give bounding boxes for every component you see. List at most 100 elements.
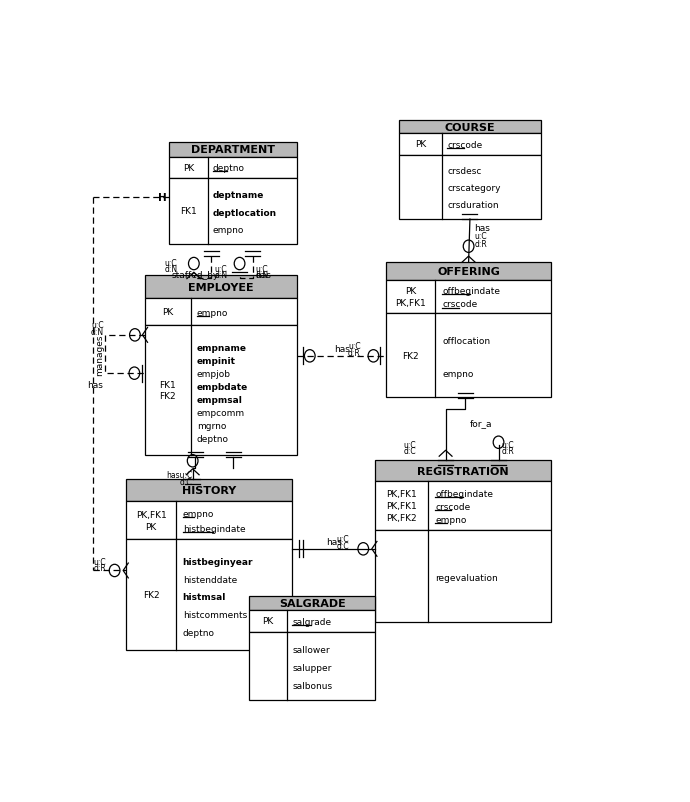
Text: PK: PK <box>415 140 426 149</box>
Text: d:R: d:R <box>501 447 514 456</box>
Text: crscode: crscode <box>435 503 471 512</box>
Text: crscategory: crscategory <box>447 184 501 193</box>
Text: salgrade: salgrade <box>292 617 331 626</box>
Text: mgrno: mgrno <box>197 421 226 430</box>
Text: PK,FK1
PK: PK,FK1 PK <box>136 510 166 531</box>
Text: empcomm: empcomm <box>197 408 245 417</box>
Text: DEPARTMENT: DEPARTMENT <box>191 145 275 155</box>
Text: staffed_by: staffed_by <box>171 271 219 280</box>
Bar <box>386 314 551 398</box>
Text: PK: PK <box>162 308 174 317</box>
Bar <box>249 597 375 610</box>
Text: crscode: crscode <box>442 300 477 309</box>
Text: u:C: u:C <box>214 265 227 273</box>
Bar <box>375 482 551 530</box>
Text: crsduration: crsduration <box>447 201 499 210</box>
Text: d:N: d:N <box>255 271 268 280</box>
Bar <box>169 157 297 179</box>
Text: has: has <box>255 271 271 280</box>
Text: d:C: d:C <box>404 447 416 456</box>
Text: deptname: deptname <box>213 191 264 200</box>
Text: EMPLOYEE: EMPLOYEE <box>188 282 254 292</box>
Bar <box>249 632 375 699</box>
Text: COURSE: COURSE <box>444 123 495 132</box>
Text: empno: empno <box>183 509 214 518</box>
Text: d:C: d:C <box>337 541 349 550</box>
Text: deptno: deptno <box>183 628 215 637</box>
Text: empmsal: empmsal <box>197 395 243 404</box>
Bar <box>375 530 551 622</box>
Text: empjob: empjob <box>197 369 231 378</box>
Text: d:N: d:N <box>91 327 104 336</box>
Text: salupper: salupper <box>292 662 331 672</box>
Text: manages: manages <box>95 334 104 375</box>
Text: sallower: sallower <box>292 645 330 654</box>
Bar <box>386 263 551 281</box>
Text: PK: PK <box>263 617 274 626</box>
Text: u:C: u:C <box>474 232 487 241</box>
Bar <box>145 326 297 456</box>
Text: d:N: d:N <box>164 265 177 273</box>
Text: FK1: FK1 <box>180 207 197 217</box>
Text: has: has <box>474 223 490 233</box>
Text: SALGRADE: SALGRADE <box>279 598 346 608</box>
Text: FK2: FK2 <box>402 351 419 360</box>
Bar <box>399 121 541 134</box>
Text: histenddate: histenddate <box>183 575 237 584</box>
Text: offbegindate: offbegindate <box>435 489 493 499</box>
Text: d:R: d:R <box>348 348 361 357</box>
Text: empbdate: empbdate <box>197 382 248 391</box>
Bar <box>169 143 297 157</box>
Text: has: has <box>88 380 103 389</box>
Bar <box>126 501 292 540</box>
Text: u:C: u:C <box>164 258 177 268</box>
Text: hasu:C: hasu:C <box>166 470 193 480</box>
Text: u:C: u:C <box>255 265 268 273</box>
Bar <box>126 479 292 501</box>
Text: H: H <box>158 192 166 202</box>
Bar <box>386 281 551 314</box>
Text: has: has <box>326 537 342 546</box>
Text: has: has <box>334 345 350 354</box>
Text: empno: empno <box>213 226 244 235</box>
Text: empno: empno <box>435 516 466 525</box>
Text: OFFERING: OFFERING <box>437 267 500 277</box>
Bar <box>126 540 292 650</box>
Text: for_a: for_a <box>470 419 492 428</box>
Text: offlocation: offlocation <box>442 336 490 345</box>
Text: deptlocation: deptlocation <box>213 209 277 217</box>
Bar <box>145 275 297 299</box>
Text: histmsal: histmsal <box>183 593 226 602</box>
Text: PK
PK,FK1: PK PK,FK1 <box>395 287 426 308</box>
Text: empno: empno <box>197 308 228 318</box>
Text: u:C: u:C <box>404 440 416 449</box>
Text: crscode: crscode <box>447 140 482 150</box>
Bar <box>399 134 541 156</box>
Text: deptno: deptno <box>213 164 245 173</box>
Text: d:R: d:R <box>474 239 487 249</box>
Text: histbeginyear: histbeginyear <box>183 557 253 566</box>
Text: histcomments: histcomments <box>183 610 247 619</box>
Bar <box>169 179 297 245</box>
Bar <box>145 299 297 326</box>
Text: deptno: deptno <box>197 434 229 444</box>
Text: PK,FK1
PK,FK1
PK,FK2: PK,FK1 PK,FK1 PK,FK2 <box>386 490 417 522</box>
Text: u:C: u:C <box>91 321 104 330</box>
Bar <box>375 460 551 482</box>
Text: FK1
FK2: FK1 FK2 <box>159 380 177 401</box>
Text: u:C: u:C <box>501 440 514 449</box>
Text: d:N: d:N <box>214 271 227 280</box>
Text: regevaluation: regevaluation <box>435 573 497 583</box>
Text: d:C: d:C <box>180 477 193 486</box>
Text: salbonus: salbonus <box>292 681 332 690</box>
Text: u:C: u:C <box>348 342 361 351</box>
Text: empno: empno <box>442 370 473 379</box>
Bar <box>249 610 375 632</box>
Bar <box>399 156 541 219</box>
Text: u:C: u:C <box>94 557 106 566</box>
Text: HISTORY: HISTORY <box>182 485 237 496</box>
Text: crsdesc: crsdesc <box>447 167 482 176</box>
Text: histbegindate: histbegindate <box>183 525 246 533</box>
Text: u:C: u:C <box>337 535 349 544</box>
Text: empinit: empinit <box>197 356 236 365</box>
